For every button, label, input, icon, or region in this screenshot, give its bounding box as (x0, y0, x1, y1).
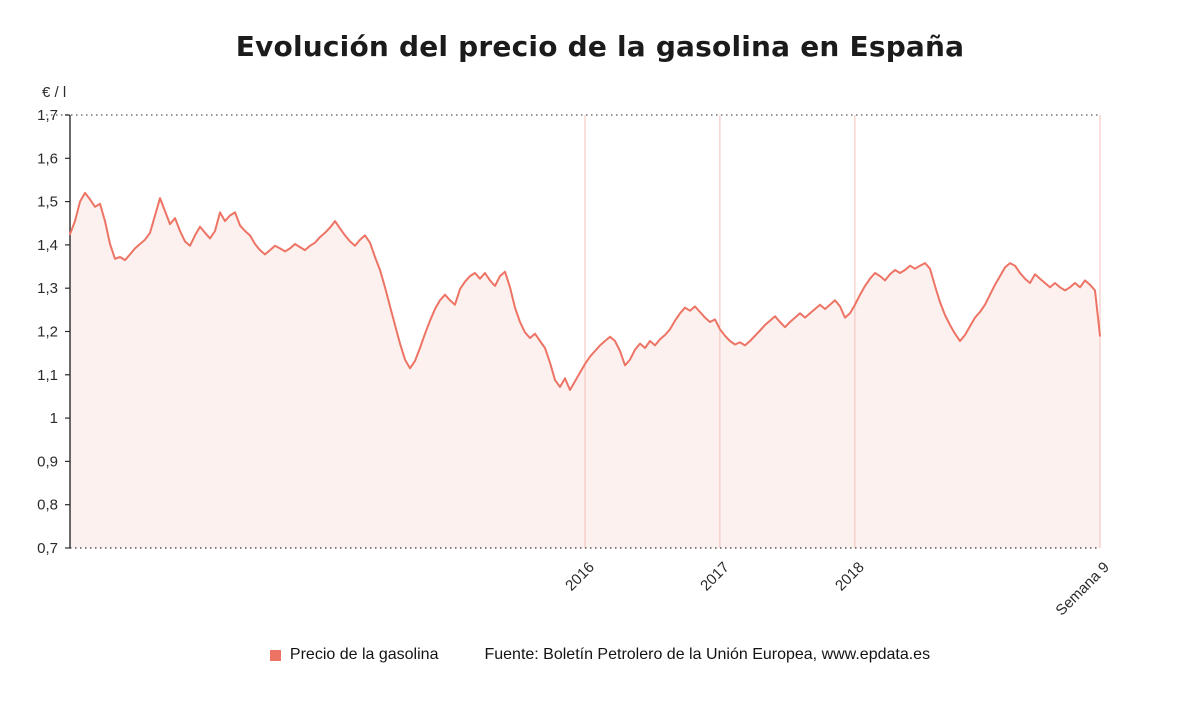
source-text: Fuente: Boletín Petrolero de la Unión Eu… (484, 646, 931, 663)
svg-text:0,7: 0,7 (37, 540, 58, 557)
chart-title: Evolución del precio de la gasolina en E… (235, 30, 965, 63)
svg-text:1: 1 (50, 410, 58, 427)
legend-item: Precio de la gasolina (269, 646, 439, 664)
legend-label: Precio de la gasolina (289, 646, 439, 663)
svg-text:2018: 2018 (832, 559, 868, 595)
svg-text:1,2: 1,2 (37, 324, 58, 341)
svg-text:0,8: 0,8 (37, 497, 58, 514)
svg-text:1,1: 1,1 (37, 367, 58, 384)
svg-text:0,9: 0,9 (37, 453, 58, 470)
price-line (69, 191, 1101, 391)
svg-text:2017: 2017 (697, 559, 733, 595)
chart-footer: Precio de la gasolina Fuente: Boletín Pe… (0, 646, 1200, 664)
y-axis-unit: € / l (42, 84, 66, 101)
svg-text:1,6: 1,6 (37, 150, 58, 167)
svg-text:1,4: 1,4 (37, 237, 58, 254)
svg-text:1,5: 1,5 (37, 194, 58, 211)
legend-marker (269, 649, 281, 661)
svg-text:1,3: 1,3 (37, 280, 58, 297)
svg-text:Semana 9: Semana 9 (1052, 559, 1112, 619)
svg-text:1,7: 1,7 (37, 107, 58, 124)
x-axis-labels: 2016 2017 2018 Semana 9 (562, 559, 1113, 619)
svg-text:2016: 2016 (562, 559, 598, 595)
y-axis-labels: 1,7 1,6 1,5 1,4 1,3 1,2 1,1 1 0,9 0,8 0,7 (37, 107, 70, 557)
